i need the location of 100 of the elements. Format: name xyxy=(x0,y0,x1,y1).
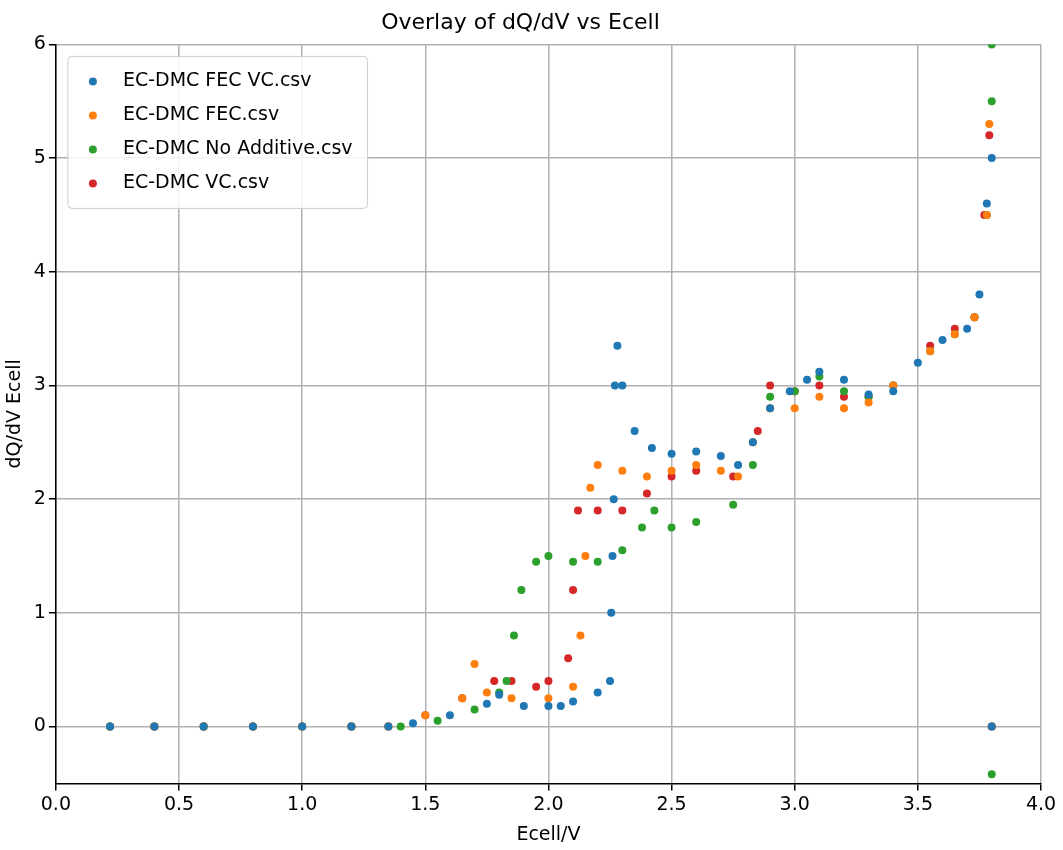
point xyxy=(482,688,491,697)
point xyxy=(839,387,848,396)
x-tick-label: 0.0 xyxy=(40,791,71,814)
point xyxy=(667,449,676,458)
point xyxy=(445,711,454,720)
point xyxy=(569,557,578,566)
point xyxy=(613,341,622,350)
point xyxy=(610,381,619,390)
point xyxy=(982,199,991,208)
point xyxy=(716,466,725,475)
point xyxy=(581,552,590,561)
point xyxy=(647,444,656,453)
point xyxy=(544,552,553,561)
point xyxy=(618,381,627,390)
point xyxy=(609,495,618,504)
point xyxy=(692,461,701,470)
x-tick-label: 1.5 xyxy=(410,791,441,814)
point xyxy=(985,131,994,140)
point xyxy=(564,654,573,663)
point xyxy=(642,472,651,481)
legend-label: EC-DMC VC.csv xyxy=(122,170,270,193)
point xyxy=(975,290,984,299)
y-axis-title: dQ/dV Ecell xyxy=(2,359,25,469)
point xyxy=(667,523,676,532)
point xyxy=(482,699,491,708)
point xyxy=(408,719,417,728)
point xyxy=(938,336,947,344)
x-tick-label: 2.5 xyxy=(656,791,687,814)
point xyxy=(593,688,602,697)
point xyxy=(753,426,762,435)
point xyxy=(815,392,824,401)
point xyxy=(544,677,553,686)
point xyxy=(586,483,595,492)
point xyxy=(396,722,405,731)
point xyxy=(963,324,972,333)
point xyxy=(544,702,553,711)
point xyxy=(650,506,659,515)
point xyxy=(569,586,578,595)
point xyxy=(766,381,775,390)
y-tick-label: 0 xyxy=(33,713,46,736)
point xyxy=(618,466,627,475)
point xyxy=(692,447,701,456)
point xyxy=(519,702,528,711)
legend-label: EC-DMC No Additive.csv xyxy=(122,136,353,159)
legend-label: EC-DMC FEC.csv xyxy=(122,102,280,125)
point xyxy=(470,705,479,714)
x-axis-title: Ecell/V xyxy=(516,821,581,844)
point xyxy=(987,770,996,779)
y-tick-label: 4 xyxy=(33,258,46,281)
x-tick-label: 3.0 xyxy=(779,791,810,814)
point xyxy=(642,489,651,498)
point xyxy=(593,506,602,515)
chart-title: Overlay of dQ/dV vs Ecell xyxy=(381,8,660,34)
point xyxy=(803,375,812,384)
x-tick-label: 0.5 xyxy=(163,791,195,814)
point xyxy=(574,506,582,515)
point xyxy=(667,466,676,475)
point xyxy=(607,608,616,617)
point xyxy=(593,461,602,470)
point xyxy=(490,677,499,686)
legend-label: EC-DMC FEC VC.csv xyxy=(122,68,312,91)
point xyxy=(839,404,848,413)
point xyxy=(556,702,565,711)
point xyxy=(532,557,541,566)
point xyxy=(569,682,578,691)
point xyxy=(729,500,738,509)
point xyxy=(889,387,898,396)
point xyxy=(509,631,518,640)
point xyxy=(987,154,996,163)
y-tick-label: 3 xyxy=(33,372,46,395)
x-tick-label: 3.5 xyxy=(902,791,933,814)
x-tick-label: 2.0 xyxy=(533,791,564,814)
point xyxy=(608,552,617,561)
point xyxy=(692,517,701,526)
point xyxy=(748,461,757,470)
point xyxy=(785,387,794,396)
point xyxy=(734,472,743,481)
point xyxy=(638,523,647,532)
point xyxy=(716,451,725,460)
point xyxy=(815,367,824,376)
point xyxy=(618,546,627,555)
y-tick-label: 6 xyxy=(33,31,46,54)
point xyxy=(985,119,994,128)
point xyxy=(470,660,479,669)
y-tick-label: 1 xyxy=(33,599,46,622)
y-tick-label: 2 xyxy=(33,486,46,509)
y-tick-label: 5 xyxy=(33,145,46,168)
point xyxy=(593,557,602,566)
point xyxy=(507,694,516,703)
point xyxy=(766,392,775,401)
point xyxy=(532,682,541,691)
x-tick-label: 1.0 xyxy=(287,791,318,814)
point xyxy=(433,716,442,725)
point xyxy=(606,677,615,686)
point xyxy=(839,375,848,384)
x-tick-label: 4.0 xyxy=(1025,791,1057,814)
point xyxy=(913,358,922,367)
point xyxy=(517,586,526,595)
point xyxy=(790,404,799,413)
point xyxy=(987,97,996,106)
